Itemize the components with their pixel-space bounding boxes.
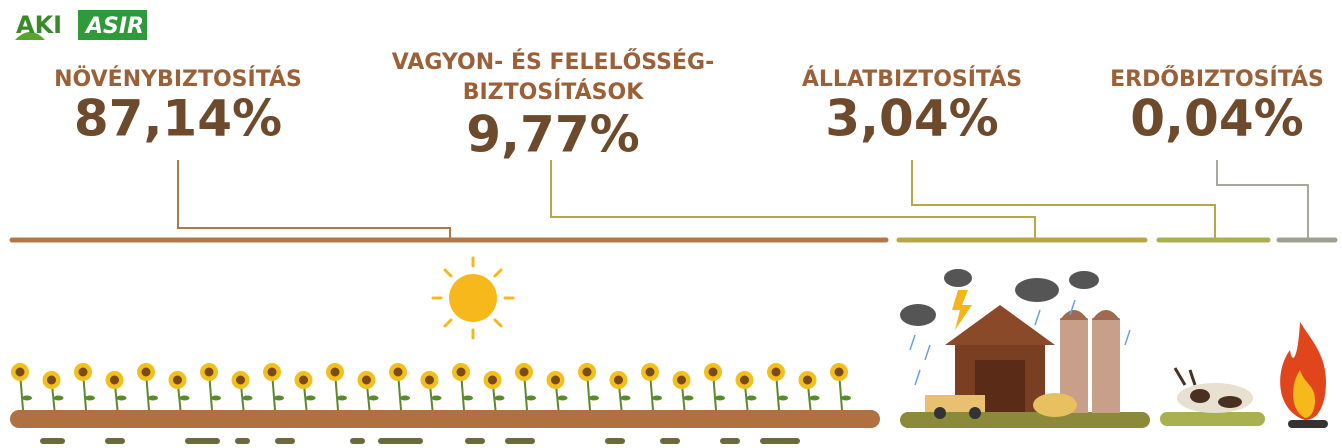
leaf bbox=[306, 396, 316, 401]
field-ground bbox=[10, 410, 880, 428]
connector bbox=[551, 160, 1035, 240]
seed bbox=[488, 376, 497, 385]
leaf bbox=[180, 396, 190, 401]
seed bbox=[740, 376, 749, 385]
item-label: VAGYON- ÉS FELELŐSSÉG- bbox=[392, 49, 714, 75]
item-value: 9,77% bbox=[466, 106, 639, 164]
seed bbox=[677, 376, 686, 385]
sunflowers bbox=[11, 363, 851, 410]
dash bbox=[40, 438, 65, 444]
leaf bbox=[652, 396, 662, 401]
connector bbox=[912, 160, 1215, 240]
seed bbox=[614, 376, 623, 385]
leaf bbox=[22, 396, 32, 401]
leaf bbox=[495, 396, 505, 401]
leaf bbox=[715, 396, 725, 401]
dash bbox=[660, 438, 680, 444]
seed bbox=[835, 368, 844, 377]
leaf bbox=[243, 396, 253, 401]
leaf bbox=[54, 396, 64, 401]
dash bbox=[105, 438, 125, 444]
seed bbox=[331, 368, 340, 377]
seed bbox=[646, 368, 655, 377]
leaf bbox=[621, 396, 631, 401]
leaf bbox=[558, 396, 568, 401]
leaf bbox=[684, 396, 694, 401]
connector bbox=[1217, 160, 1308, 240]
logo: AKI ASIR bbox=[15, 10, 147, 40]
dash bbox=[185, 438, 220, 444]
leaf bbox=[526, 396, 536, 401]
logo-left: AKI bbox=[16, 11, 62, 39]
seed bbox=[79, 368, 88, 377]
seed bbox=[583, 368, 592, 377]
dash bbox=[275, 438, 295, 444]
leaf bbox=[148, 396, 158, 401]
item-label: NÖVÉNYBIZTOSÍTÁS bbox=[54, 66, 302, 92]
dash bbox=[720, 438, 740, 444]
seed bbox=[803, 376, 812, 385]
forest-fire bbox=[1280, 322, 1328, 428]
farm-scene bbox=[900, 269, 1150, 428]
seed bbox=[520, 368, 529, 377]
seed bbox=[362, 376, 371, 385]
dash bbox=[760, 438, 800, 444]
seed bbox=[110, 376, 119, 385]
item-label: ERDŐBIZTOSÍTÁS bbox=[1110, 66, 1324, 92]
seed bbox=[236, 376, 245, 385]
item-label: BIZTOSÍTÁSOK bbox=[463, 79, 645, 105]
seed bbox=[299, 376, 308, 385]
leaf bbox=[432, 396, 442, 401]
leaf bbox=[463, 396, 473, 401]
seed bbox=[173, 376, 182, 385]
leaf bbox=[85, 396, 95, 401]
leaf bbox=[211, 396, 221, 401]
leaf bbox=[369, 396, 379, 401]
seed bbox=[772, 368, 781, 377]
logo-right: ASIR bbox=[84, 14, 144, 39]
item-value: 87,14% bbox=[74, 90, 282, 148]
item-value: 0,04% bbox=[1130, 90, 1303, 148]
leaf bbox=[778, 396, 788, 401]
leaf bbox=[747, 396, 757, 401]
leaf bbox=[841, 396, 851, 401]
connector bbox=[178, 160, 450, 240]
seed bbox=[268, 368, 277, 377]
dash bbox=[378, 438, 423, 444]
leaf bbox=[337, 396, 347, 401]
seed bbox=[394, 368, 403, 377]
leaf bbox=[589, 396, 599, 401]
sun bbox=[433, 258, 513, 338]
leaf bbox=[274, 396, 284, 401]
leaf bbox=[117, 396, 127, 401]
dash bbox=[465, 438, 485, 444]
seed bbox=[16, 368, 25, 377]
infographic: AKI ASIR NÖVÉNYBIZTOSÍTÁS 87,14% VAGYON-… bbox=[0, 0, 1342, 448]
cow-scene bbox=[1160, 368, 1265, 426]
leaf bbox=[400, 396, 410, 401]
dash bbox=[350, 438, 365, 444]
seed bbox=[205, 368, 214, 377]
seed bbox=[142, 368, 151, 377]
item-label: ÁLLATBIZTOSÍTÁS bbox=[802, 66, 1022, 92]
dash bbox=[235, 438, 250, 444]
seed bbox=[425, 376, 434, 385]
leaf bbox=[810, 396, 820, 401]
seed bbox=[47, 376, 56, 385]
ground-dashes bbox=[40, 438, 800, 444]
seed bbox=[457, 368, 466, 377]
seed bbox=[709, 368, 718, 377]
item-value: 3,04% bbox=[825, 90, 998, 148]
seed bbox=[551, 376, 560, 385]
dash bbox=[605, 438, 625, 444]
dash bbox=[505, 438, 535, 444]
